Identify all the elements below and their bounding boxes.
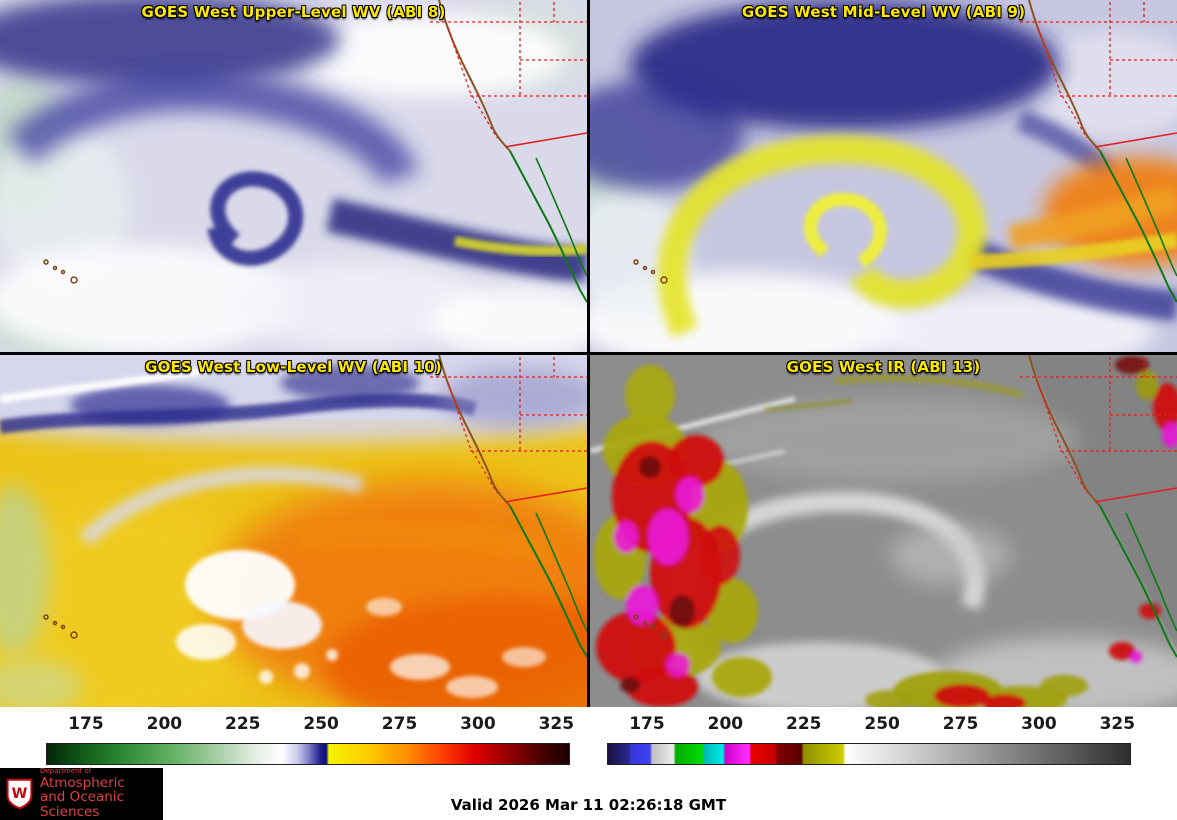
- colorbar-tick-label: 225: [786, 714, 822, 734]
- colorbar-tick-label: 325: [1099, 714, 1136, 734]
- uw-monogram: W: [12, 786, 28, 802]
- colorbar-tick-label: 200: [707, 714, 744, 734]
- satellite-image-low-wv: [0, 355, 587, 707]
- satellite-image-upper-wv: [0, 0, 587, 352]
- colorbar-tick-label: 225: [225, 714, 261, 734]
- panel-ir: GOES West IR (ABI 13): [590, 355, 1177, 707]
- colorbar-tick-label: 275: [381, 714, 418, 734]
- panel-low-level-wv: GOES West Low-Level WV (ABI 10): [0, 355, 587, 707]
- ir-colorbar-ticks: 175 200 225 250 275 300 325: [607, 714, 1135, 736]
- footer: 175 200 225 250 275 300 325 175 200 225 250 275 300…: [0, 707, 1177, 820]
- panel-title-upper-wv: GOES West Upper-Level WV (ABI 8): [141, 3, 446, 21]
- colorbar-tick-label: 175: [629, 714, 665, 734]
- colorbar-tick-label: 300: [460, 714, 496, 734]
- panel-title-mid-wv: GOES West Mid-Level WV (ABI 9): [741, 3, 1026, 21]
- quad-panel-grid: GOES West Upper-Level WV (ABI 8): [0, 0, 1177, 707]
- colorbar-tick-label: 325: [538, 714, 575, 734]
- ir-colorbar: [607, 743, 1131, 765]
- colorbar-tick-label: 200: [146, 714, 183, 734]
- colorbar-tick-label: 250: [864, 714, 900, 734]
- panel-title-low-wv: GOES West Low-Level WV (ABI 10): [145, 358, 442, 376]
- panel-title-ir: GOES West IR (ABI 13): [786, 358, 981, 376]
- wv-colorbar: [46, 743, 570, 765]
- logo-line-2: and Oceanic Sciences: [39, 789, 124, 820]
- colorbar-tick-label: 175: [68, 714, 104, 734]
- panel-mid-level-wv: GOES West Mid-Level WV (ABI 9): [590, 0, 1177, 352]
- satellite-image-ir: [590, 355, 1177, 707]
- wv-colorbar-ticks: 175 200 225 250 275 300 325: [46, 714, 574, 736]
- panel-upper-level-wv: GOES West Upper-Level WV (ABI 8): [0, 0, 587, 352]
- satellite-image-mid-wv: [590, 0, 1177, 352]
- colorbar-tick-label: 300: [1021, 714, 1057, 734]
- colorbar-tick-label: 250: [303, 714, 339, 734]
- colorbar-tick-label: 275: [942, 714, 979, 734]
- valid-timestamp: Valid 2026 Mar 11 02:26:18 GMT: [450, 796, 727, 814]
- logo-line-1: Atmospheric: [39, 774, 125, 791]
- uw-aos-logo: W Department of Atmospheric and Oceanic …: [0, 768, 163, 820]
- uw-crest-icon: W: [6, 778, 33, 810]
- logo-dept-line: Department of: [39, 767, 92, 776]
